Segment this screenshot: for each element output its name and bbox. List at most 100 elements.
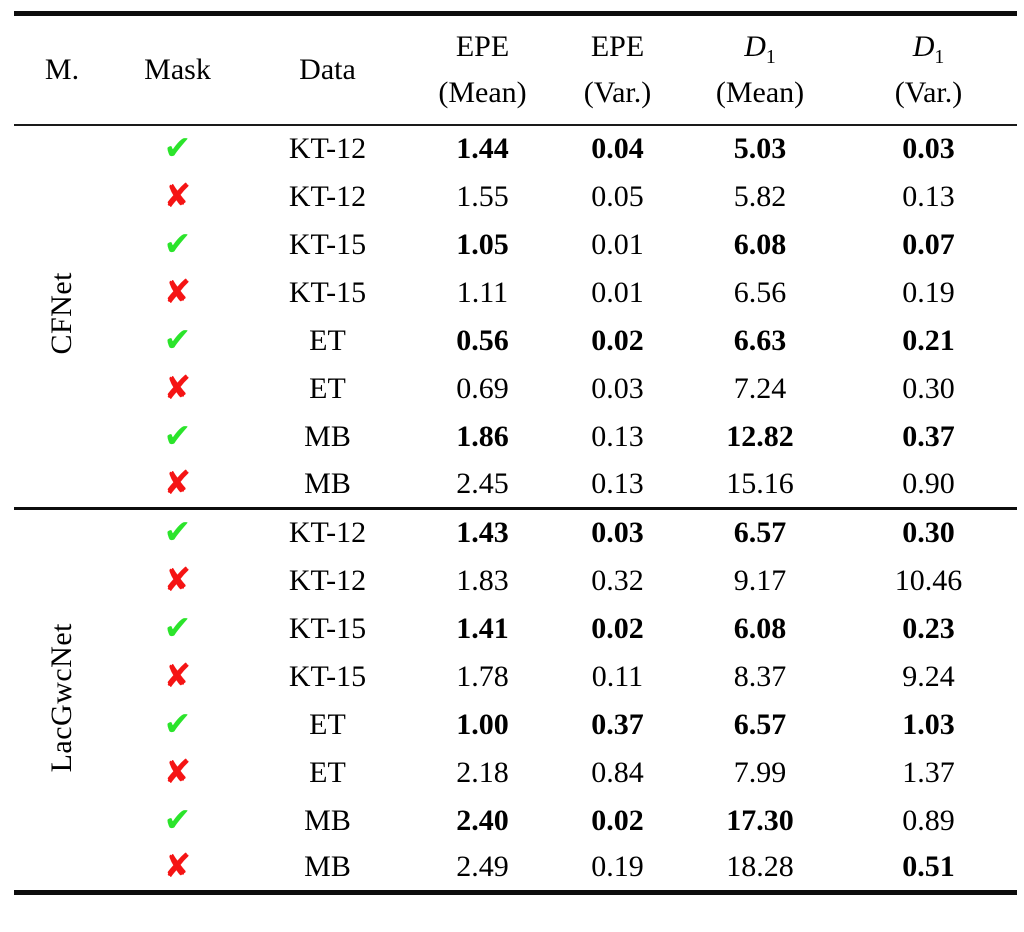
results-table: M. Mask Data EPE (Mean) EPE (Var.) D1 (M…: [14, 11, 1017, 895]
d1-mean-cell: 15.16: [726, 466, 794, 500]
table-row: ✔ MB 2.40 0.02 17.30 0.89: [14, 797, 1017, 845]
epe-mean-cell: 1.86: [456, 419, 509, 453]
epe-var-cell: 0.32: [591, 563, 644, 597]
table-row: ✔ KT-15 1.05 0.01 6.08 0.07: [14, 221, 1017, 269]
mask-cell: ✔: [110, 507, 245, 557]
d1-var-cell: 0.37: [902, 419, 955, 453]
epe-mean-cell: 1.00: [456, 707, 509, 741]
check-icon: ✔: [163, 319, 192, 359]
d1-var-cell: 1.03: [902, 707, 955, 741]
mask-cell: ✘: [110, 653, 245, 701]
d1-var-cell: 0.90: [902, 466, 955, 500]
header-mask: Mask: [110, 13, 245, 126]
data-cell: ET: [309, 371, 346, 405]
d1-mean-cell: 6.08: [733, 611, 787, 645]
data-cell: KT-15: [288, 275, 367, 309]
d1-var-cell: 0.23: [902, 611, 955, 645]
header-epe-mean: EPE (Mean): [410, 13, 555, 126]
cross-icon: ✘: [163, 175, 192, 215]
epe-var-cell: 0.01: [591, 227, 644, 261]
mask-cell: ✔: [110, 701, 245, 749]
d1-mean-cell: 5.03: [733, 132, 787, 165]
d1-mean-cell: 6.57: [733, 707, 787, 741]
epe-var-cell: 0.02: [591, 611, 644, 645]
table-row: ✘ ET 2.18 0.84 7.99 1.37: [14, 749, 1017, 797]
data-cell: ET: [309, 755, 346, 789]
epe-mean-cell: 2.45: [456, 466, 509, 500]
d1-var-cell: 0.13: [902, 179, 955, 213]
epe-mean-cell: 1.05: [456, 227, 509, 261]
header-epe-var: EPE (Var.): [555, 13, 680, 126]
mask-cell: ✘: [110, 461, 245, 509]
epe-mean-cell: 1.78: [456, 659, 509, 693]
mask-cell: ✔: [110, 605, 245, 653]
epe-var-cell: 0.02: [591, 803, 644, 837]
mask-cell: ✘: [110, 557, 245, 605]
epe-mean-cell: 1.44: [456, 132, 509, 165]
d1-mean-cell: 18.28: [726, 850, 794, 884]
epe-mean-cell: 2.18: [456, 755, 509, 789]
data-cell: KT-12: [288, 132, 367, 165]
table-row: ✔ ET 1.00 0.37 6.57 1.03: [14, 701, 1017, 749]
data-cell: ET: [309, 323, 346, 357]
data-cell: KT-15: [288, 227, 367, 261]
cross-icon: ✘: [163, 462, 192, 502]
cross-icon: ✘: [163, 655, 192, 695]
d1-mean-cell: 5.82: [733, 179, 787, 213]
model-label-lacgwcnet: LacGwcNet: [14, 507, 110, 893]
epe-var-cell: 0.19: [591, 850, 644, 884]
table-row: ✘ MB 2.49 0.19 18.28 0.51: [14, 845, 1017, 893]
table-row: LacGwcNet ✔ KT-12 1.43 0.03 6.57 0.30: [14, 507, 1017, 893]
table-row: ✘ KT-15 1.11 0.01 6.56 0.19: [14, 269, 1017, 317]
epe-var-cell: 0.02: [591, 323, 644, 357]
mask-cell: ✔: [110, 797, 245, 845]
table-row: CFNet ✔ KT-12 1.44 0.04 5.03 0.03: [14, 125, 1017, 355]
epe-mean-cell: 2.40: [456, 803, 509, 837]
epe-var-cell: 0.84: [591, 755, 644, 789]
header-row: M. Mask Data EPE (Mean) EPE (Var.) D1 (M…: [14, 13, 1017, 126]
epe-var-cell: 0.13: [591, 419, 644, 453]
table-row: ✔ MB 1.86 0.13 12.82 0.37: [14, 413, 1017, 461]
table-row: ✘ KT-15 1.78 0.11 8.37 9.24: [14, 653, 1017, 701]
header-data: Data: [245, 13, 410, 126]
epe-var-cell: 0.03: [555, 507, 680, 557]
d1-mean-cell: 17.30: [726, 803, 794, 837]
d1-mean-cell: 8.37: [733, 659, 787, 693]
mask-cell: ✘: [110, 365, 245, 413]
mask-cell: ✔: [110, 317, 245, 365]
mask-cell: ✘: [110, 173, 245, 221]
d1-var-cell: 0.89: [902, 803, 955, 837]
d1-mean-cell: 7.99: [733, 755, 787, 789]
check-icon: ✔: [163, 607, 192, 647]
d1-mean-cell: 6.57: [680, 507, 840, 557]
cross-icon: ✘: [163, 846, 192, 886]
d1-var-cell: 0.03: [902, 132, 955, 165]
check-icon: ✔: [163, 703, 192, 743]
epe-var-cell: 0.01: [591, 275, 644, 309]
epe-var-cell: 0.03: [591, 371, 644, 405]
data-cell: KT-12: [288, 563, 367, 597]
mask-cell: ✘: [110, 269, 245, 317]
mask-cell: ✘: [110, 845, 245, 893]
d1-var-cell: 0.30: [902, 371, 955, 405]
header-model: M.: [14, 13, 110, 126]
table-row: ✘ MB 2.45 0.13 15.16 0.90: [14, 461, 1017, 509]
epe-mean-cell: 1.43: [410, 507, 555, 557]
cross-icon: ✘: [163, 271, 192, 311]
epe-mean-cell: 1.55: [456, 179, 509, 213]
epe-var-cell: 0.13: [591, 466, 644, 500]
cross-icon: ✘: [163, 751, 192, 791]
d1-mean-cell: 6.56: [733, 275, 787, 309]
d1-mean-cell: 7.24: [733, 371, 787, 405]
epe-var-cell: 0.37: [591, 707, 644, 741]
d1-mean-cell: 6.63: [733, 323, 787, 357]
table-row: ✔ ET 0.56 0.02 6.63 0.21: [14, 317, 1017, 365]
d1-var-cell: 1.37: [902, 755, 955, 789]
epe-var-cell: 0.04: [591, 132, 644, 165]
data-cell: MB: [304, 850, 351, 884]
check-icon: ✔: [163, 512, 192, 552]
cross-icon: ✘: [163, 559, 192, 599]
d1-var-cell: 0.30: [840, 507, 1017, 557]
epe-mean-cell: 0.69: [456, 371, 509, 405]
model-label-cfnet: CFNet: [45, 272, 78, 355]
